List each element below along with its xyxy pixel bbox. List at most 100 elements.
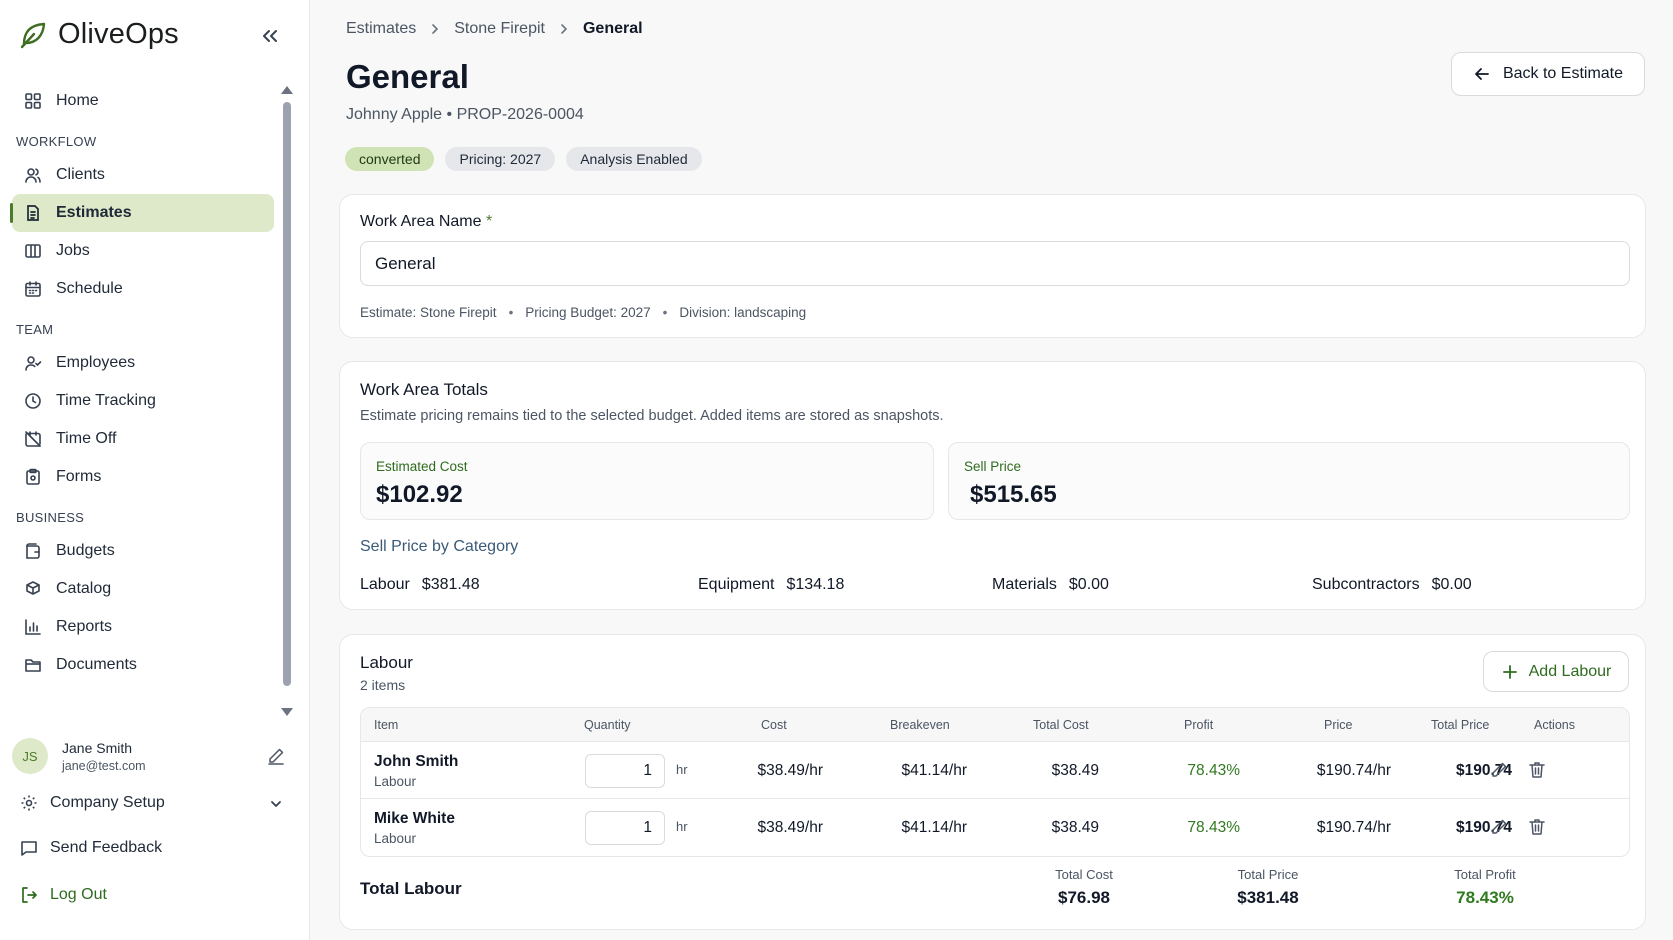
quantity-unit: hr bbox=[676, 762, 688, 777]
nav-item-catalog[interactable]: Catalog bbox=[12, 570, 274, 608]
scroll-down-arrow-icon[interactable] bbox=[281, 708, 293, 716]
collapse-sidebar-icon[interactable] bbox=[258, 24, 282, 48]
work-area-totals-card: Work Area Totals Estimate pricing remain… bbox=[339, 361, 1646, 610]
sidebar-scrollbar[interactable] bbox=[281, 86, 293, 716]
wallet-icon bbox=[26, 543, 40, 559]
user-profile[interactable]: JS Jane Smith jane@test.com bbox=[12, 736, 294, 776]
item-name: Mike White bbox=[374, 810, 455, 827]
estimated-cost-label: Estimated Cost bbox=[376, 459, 468, 474]
section-title-team: TEAM bbox=[16, 322, 54, 337]
nav-label: Home bbox=[56, 92, 99, 109]
send-feedback-button[interactable]: Send Feedback bbox=[20, 839, 162, 857]
company-setup-menu[interactable]: Company Setup bbox=[20, 794, 165, 812]
nav-item-reports[interactable]: Reports bbox=[12, 608, 274, 646]
trash-icon[interactable] bbox=[1527, 760, 1547, 780]
category-value: $381.48 bbox=[421, 576, 480, 593]
total-labour-title: Total Labour bbox=[360, 879, 462, 898]
total-cost-label: Total Cost bbox=[1055, 867, 1113, 882]
nav-label: Schedule bbox=[56, 280, 123, 297]
price-cell: $190.74/hr bbox=[1316, 762, 1391, 779]
column-header: Cost bbox=[761, 718, 787, 732]
pricing-badge: Pricing: 2027 bbox=[445, 147, 556, 171]
estimated-cost-value: $102.92 bbox=[376, 481, 463, 508]
status-badges: converted Pricing: 2027 Analysis Enabled bbox=[345, 147, 702, 171]
column-header: Total Price bbox=[1431, 718, 1490, 732]
breadcrumb-estimates[interactable]: Estimates bbox=[346, 20, 417, 37]
work-area-meta: Estimate: Stone Firepit • Pricing Budget… bbox=[360, 305, 806, 320]
column-header: Breakeven bbox=[890, 718, 950, 732]
meta-pricing-budget: Pricing Budget: 2027 bbox=[525, 305, 651, 320]
nav-item-time-tracking[interactable]: Time Tracking bbox=[12, 382, 274, 420]
log-out-icon bbox=[22, 887, 37, 903]
breadcrumb: Estimates Stone Firepit General bbox=[346, 20, 643, 38]
nav-label: Employees bbox=[56, 354, 136, 371]
nav-item-employees[interactable]: Employees bbox=[12, 344, 274, 382]
user-email: jane@test.com bbox=[62, 758, 146, 773]
column-header: Actions bbox=[1534, 718, 1575, 732]
nav-item-budgets[interactable]: Budgets bbox=[12, 532, 274, 570]
column-header: Price bbox=[1324, 718, 1353, 732]
scroll-up-arrow-icon[interactable] bbox=[281, 86, 293, 94]
nav-item-forms[interactable]: Forms bbox=[12, 458, 274, 496]
edit-pencil-icon[interactable] bbox=[266, 746, 286, 766]
work-area-name-card: Work Area Name * Estimate: Stone Firepit… bbox=[339, 194, 1646, 338]
nav-item-schedule[interactable]: Schedule bbox=[12, 270, 274, 308]
work-area-name-label: Work Area Name * bbox=[360, 213, 492, 231]
column-header: Profit bbox=[1184, 718, 1214, 732]
category-labour: Labour $381.48 bbox=[360, 576, 480, 594]
section-title-workflow: WORKFLOW bbox=[16, 134, 97, 149]
table-row: John Smith Labour hr $38.49/hr $41.14/hr… bbox=[361, 742, 1629, 799]
total-profit-label: Total Profit bbox=[1454, 867, 1516, 882]
required-mark: * bbox=[485, 213, 493, 230]
plus-icon bbox=[1502, 664, 1517, 679]
breadcrumb-current: General bbox=[582, 20, 643, 37]
item-type: Labour bbox=[374, 774, 417, 789]
user-check-icon bbox=[25, 356, 42, 371]
main-nav: Home WORKFLOW Clients Estimates Jobs Sch… bbox=[10, 82, 274, 684]
brand[interactable]: OliveOps bbox=[18, 18, 179, 51]
nav-item-jobs[interactable]: Jobs bbox=[12, 232, 274, 270]
add-labour-label: Add Labour bbox=[1528, 662, 1612, 680]
price-cell: $190.74/hr bbox=[1316, 819, 1391, 836]
total-profit-summary: Total Profit 78.43% bbox=[1430, 867, 1540, 908]
log-out-button[interactable]: Log Out bbox=[20, 886, 107, 904]
separator-dot: • bbox=[508, 305, 514, 320]
nav-item-estimates[interactable]: Estimates bbox=[10, 194, 274, 232]
trash-icon[interactable] bbox=[1527, 817, 1547, 837]
calendar-icon bbox=[25, 281, 41, 297]
nav-label: Estimates bbox=[56, 204, 132, 221]
edit-pencil-icon[interactable] bbox=[1489, 760, 1509, 780]
back-to-estimate-button[interactable]: Back to Estimate bbox=[1451, 52, 1645, 96]
company-setup-label: Company Setup bbox=[50, 794, 165, 811]
cost-cell: $38.49/hr bbox=[757, 762, 824, 779]
quantity-input[interactable] bbox=[585, 811, 665, 845]
category-value: $0.00 bbox=[1068, 576, 1109, 593]
breakeven-cell: $41.14/hr bbox=[901, 762, 968, 779]
user-info: Jane Smith jane@test.com bbox=[62, 740, 146, 773]
nav-item-time-off[interactable]: Time Off bbox=[12, 420, 274, 458]
work-area-name-input[interactable] bbox=[360, 241, 1630, 286]
nav-item-documents[interactable]: Documents bbox=[12, 646, 274, 684]
totals-title: Work Area Totals bbox=[360, 380, 488, 399]
totals-description: Estimate pricing remains tied to the sel… bbox=[360, 408, 944, 424]
nav-item-clients[interactable]: Clients bbox=[12, 156, 274, 194]
meta-estimate: Estimate: Stone Firepit bbox=[360, 305, 497, 320]
nav-item-home[interactable]: Home bbox=[12, 82, 274, 120]
user-name: Jane Smith bbox=[62, 739, 133, 756]
add-labour-button[interactable]: Add Labour bbox=[1483, 651, 1629, 692]
labour-card: Labour 2 items Add Labour Item Quantity … bbox=[339, 634, 1646, 930]
calendar-off-icon bbox=[25, 431, 41, 447]
nav-label: Budgets bbox=[56, 542, 115, 559]
breadcrumb-stone-firepit[interactable]: Stone Firepit bbox=[454, 20, 545, 37]
olive-leaf-logo-icon bbox=[20, 22, 46, 48]
scroll-thumb[interactable] bbox=[283, 102, 291, 686]
total-cost-value: $76.98 bbox=[1058, 888, 1110, 907]
profit-cell: 78.43% bbox=[1187, 762, 1240, 779]
sell-price-stat: Sell Price $515.65 bbox=[948, 442, 1630, 520]
edit-pencil-icon[interactable] bbox=[1489, 817, 1509, 837]
nav-label: Clients bbox=[56, 166, 105, 183]
quantity-input[interactable] bbox=[585, 754, 665, 788]
chevron-down-icon[interactable] bbox=[268, 796, 284, 812]
avatar: JS bbox=[12, 738, 48, 774]
total-price-value: $381.48 bbox=[1237, 888, 1299, 907]
